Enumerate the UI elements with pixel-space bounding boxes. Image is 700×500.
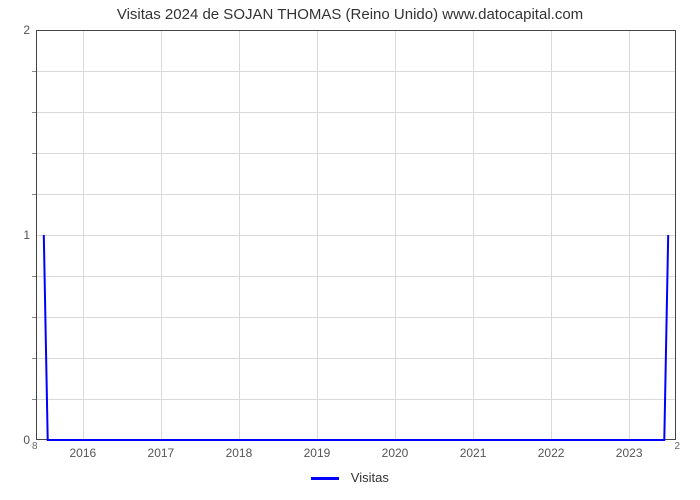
xtick-label: 2016 (69, 440, 96, 460)
ytick-minor (32, 276, 36, 277)
ytick-minor (32, 153, 36, 154)
ytick-minor (32, 112, 36, 113)
ytick-minor (32, 317, 36, 318)
xtick-label: 2023 (616, 440, 643, 460)
ytick-minor (32, 194, 36, 195)
ytick-minor (32, 399, 36, 400)
ytick-label: 0 (23, 433, 36, 447)
legend-swatch (311, 477, 339, 480)
xtick-label: 2021 (460, 440, 487, 460)
xtick-label: 2019 (304, 440, 331, 460)
bottom-right-small-label: 2 (674, 440, 680, 452)
xtick-label: 2017 (148, 440, 175, 460)
chart-title: Visitas 2024 de SOJAN THOMAS (Reino Unid… (0, 6, 700, 23)
xtick-label: 2020 (382, 440, 409, 460)
ytick-minor (32, 71, 36, 72)
ytick-label: 2 (23, 23, 36, 37)
xtick-label: 2022 (538, 440, 565, 460)
legend: Visitas (0, 470, 700, 485)
ytick-label: 1 (23, 228, 36, 242)
ytick-minor (32, 358, 36, 359)
line-series (36, 30, 676, 440)
legend-label: Visitas (351, 470, 389, 485)
plot-area: 8 2 01220162017201820192020202120222023 (36, 30, 676, 440)
xtick-label: 2018 (226, 440, 253, 460)
